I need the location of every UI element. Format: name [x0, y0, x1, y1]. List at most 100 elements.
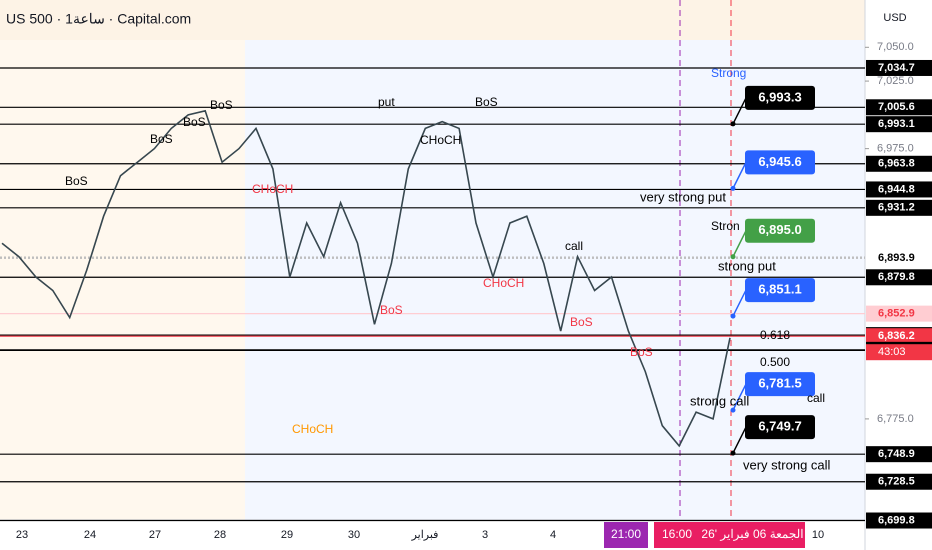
y-tick-label: 7,025.0 — [877, 75, 914, 87]
level-label: 7,034.7 — [878, 62, 915, 74]
annotation: BoS — [380, 303, 403, 317]
target-box — [745, 415, 815, 440]
level-label-bg — [866, 269, 932, 286]
target-label: 6,781.5 — [758, 376, 801, 391]
level-label: 6,993.1 — [878, 118, 915, 130]
cursor-label: الجمعة 06 فبراير '26 — [701, 527, 803, 541]
annotation: very strong put — [640, 189, 726, 204]
target-box — [745, 278, 815, 303]
x-tick-label: 28 — [214, 529, 226, 541]
countdown: 43:03 — [878, 346, 906, 358]
annotation: Stron — [711, 219, 740, 233]
x-tick-label: 30 — [348, 529, 360, 541]
target-label: 6,895.0 — [758, 222, 801, 237]
target-point — [730, 313, 736, 319]
target-label: 6,945.6 — [758, 154, 801, 169]
x-tick-label: 29 — [281, 529, 293, 541]
level-label: 7,005.6 — [878, 101, 915, 113]
annotation: Strong — [711, 66, 746, 80]
x-tick-label: 23 — [16, 529, 28, 541]
target-point — [730, 185, 736, 191]
level-label: 6,893.9 — [878, 252, 915, 264]
x-tick-label: 27 — [149, 529, 161, 541]
x-tick-label: 4 — [550, 529, 556, 541]
target-point — [730, 254, 736, 260]
y-tick-label: 6,775.0 — [877, 413, 914, 425]
level-label-bg — [866, 250, 932, 267]
countdown-bg — [866, 344, 932, 361]
target-pointer — [732, 383, 747, 411]
cursor-label-bg — [654, 522, 700, 548]
currency: USD — [883, 12, 906, 24]
chart-title: US 500 · 1ساعة · Capital.com — [6, 11, 191, 27]
level-label-bg — [866, 199, 932, 216]
y-tick-label: 6,975.0 — [877, 143, 914, 155]
annotation: CHoCH — [292, 422, 333, 436]
level-label-bg — [866, 446, 932, 463]
level-label: 6,879.8 — [878, 271, 915, 283]
annotation: 0.500 — [760, 355, 790, 369]
level-label-bg — [866, 328, 932, 345]
annotation: CHoCH — [252, 182, 293, 196]
annotation: 0.618 — [760, 328, 790, 342]
annotation: CHoCH — [483, 276, 524, 290]
target-point — [730, 450, 736, 456]
annotation: CHoCH — [420, 133, 461, 147]
level-label-bg — [866, 181, 932, 198]
target-box — [745, 150, 815, 175]
annotation: BoS — [475, 95, 498, 109]
target-pointer — [732, 289, 747, 317]
annotation: BoS — [65, 174, 88, 188]
level-label-bg — [866, 473, 932, 490]
annotation: call — [807, 391, 825, 405]
target-point — [730, 407, 736, 413]
cursor-label-bg — [700, 522, 805, 548]
target-pointer — [732, 426, 747, 454]
level-label: 6,944.8 — [878, 183, 915, 195]
annotation: BoS — [150, 132, 173, 146]
target-label: 6,993.3 — [758, 89, 801, 104]
level-label: 6,931.2 — [878, 202, 915, 214]
level-label-bg — [866, 512, 932, 529]
annotation: BoS — [210, 98, 233, 112]
y-tick-label: 7,050.0 — [877, 41, 914, 53]
session-bg — [0, 0, 245, 520]
target-label: 6,851.1 — [758, 282, 801, 297]
level-label: 6,963.8 — [878, 158, 915, 170]
level-label: 6,748.9 — [878, 448, 915, 460]
price-line — [1, 109, 731, 448]
cursor-label-bg — [604, 522, 648, 548]
level-label-bg — [866, 59, 932, 76]
level-label-bg — [866, 155, 932, 172]
target-box — [745, 85, 815, 110]
target-pointer — [732, 97, 747, 125]
annotation: very strong call — [743, 457, 831, 472]
cursor-label: 21:00 — [611, 527, 641, 541]
level-label: 6,728.5 — [878, 476, 915, 488]
target-label: 6,749.7 — [758, 419, 801, 434]
cursor-label: 16:00 — [662, 527, 692, 541]
target-box — [745, 218, 815, 243]
annotation: put — [378, 95, 395, 109]
level-label-bg — [866, 116, 932, 133]
x-tick-label: فبراير — [411, 529, 439, 541]
annotation: strong call — [690, 393, 749, 408]
annotation: BoS — [630, 345, 653, 359]
header-bg — [0, 0, 865, 40]
target-box — [745, 372, 815, 397]
level-label-bg — [866, 99, 932, 116]
annotation: BoS — [570, 315, 593, 329]
annotation: strong put — [718, 258, 776, 273]
level-label-bg — [866, 305, 932, 322]
annotation: BoS — [183, 115, 206, 129]
x-tick-label: 24 — [84, 529, 96, 541]
x-tick-label: 10 — [812, 529, 824, 541]
x-tick-label: 3 — [482, 529, 488, 541]
target-pointer — [732, 230, 747, 258]
level-label: 6,836.2 — [878, 330, 915, 342]
target-point — [730, 121, 736, 127]
target-pointer — [732, 162, 747, 189]
annotation: call — [565, 239, 583, 253]
level-label: 6,699.8 — [878, 514, 915, 526]
